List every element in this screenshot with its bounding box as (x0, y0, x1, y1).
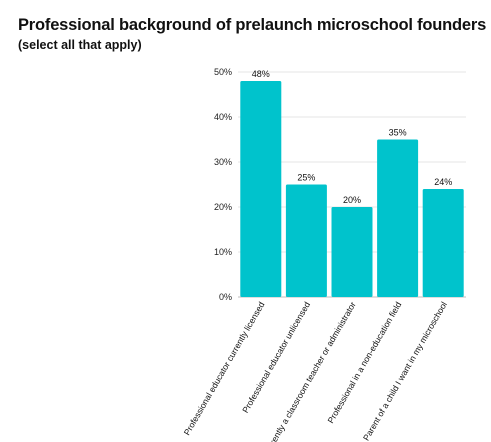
data-label: 35% (389, 128, 407, 138)
x-axis: Professional educator currently licensed… (182, 300, 449, 442)
x-tick-label: Professional educator currently licensed (182, 300, 267, 437)
chart-subtitle: (select all that apply) (18, 38, 142, 52)
x-tick-label: Parent of a child I want in my microscho… (361, 300, 449, 442)
y-tick-label: 50% (214, 67, 232, 77)
bar (285, 184, 327, 297)
bar (331, 207, 373, 297)
data-label: 20% (343, 195, 361, 205)
y-tick-label: 40% (214, 112, 232, 122)
y-axis: 0% 10% 20% 30% 40% 50% (214, 67, 232, 302)
y-tick-label: 30% (214, 157, 232, 167)
data-label: 25% (297, 173, 315, 183)
data-label: 48% (252, 69, 270, 79)
bar (377, 139, 419, 297)
bar (240, 81, 282, 297)
bars: 48% 25% 20% 35% 24% (240, 69, 464, 297)
chart-title: Professional background of prelaunch mic… (18, 16, 487, 34)
x-tick-label: Professional in a non-education field (325, 300, 403, 425)
bar (422, 189, 464, 297)
y-tick-label: 20% (214, 202, 232, 212)
data-label: 24% (434, 177, 452, 187)
x-tick-label: Currently a classroom teacher or adminis… (261, 300, 358, 442)
y-tick-label: 0% (219, 292, 232, 302)
y-tick-label: 10% (214, 247, 232, 257)
